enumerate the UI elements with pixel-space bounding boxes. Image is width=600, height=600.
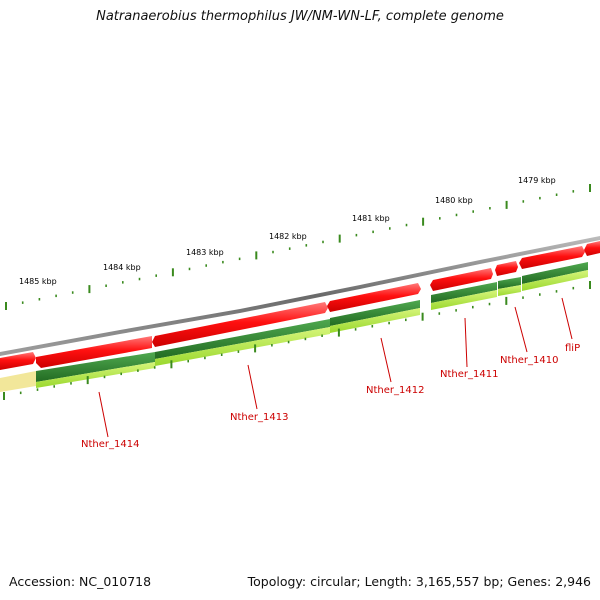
kbp-label-1484: 1484 kbp bbox=[103, 263, 141, 272]
gene-labels: fliP Nther_1410 Nther_1411 Nther_1412 Nt… bbox=[81, 343, 580, 450]
cds-track bbox=[0, 241, 600, 370]
map-title: Natranaerobius thermophilus JW/NM-WN-LF,… bbox=[96, 9, 504, 24]
cds-arrow bbox=[327, 283, 421, 312]
cds-arrow bbox=[152, 302, 328, 347]
label-leaders bbox=[98, 297, 573, 438]
cds-arrow bbox=[584, 241, 600, 256]
gene-label-nther-1414: Nther_1414 bbox=[81, 439, 139, 450]
gene-light-block bbox=[431, 290, 497, 310]
genome-summary-text: Topology: circular; Length: 3,165,557 bp… bbox=[247, 574, 591, 589]
gene-track bbox=[0, 262, 588, 392]
gene-dark-block bbox=[330, 300, 420, 326]
kbp-label-1480: 1480 kbp bbox=[435, 196, 473, 205]
cds-arrow bbox=[36, 336, 152, 368]
genome-backbone bbox=[0, 236, 600, 356]
cds-arrow bbox=[0, 352, 36, 370]
cds-arrow bbox=[430, 268, 493, 291]
leader-line-nther-1411 bbox=[464, 317, 468, 368]
leader-line-nther-1412 bbox=[380, 337, 392, 383]
gene-dark-block bbox=[155, 319, 330, 359]
leader-line-flip bbox=[561, 297, 573, 340]
leader-line-nther-1414 bbox=[98, 391, 109, 438]
gene-label-nther-1413: Nther_1413 bbox=[230, 412, 288, 423]
upper-tick-marks bbox=[5, 184, 591, 310]
leader-line-nther-1413 bbox=[247, 364, 258, 410]
accession-text: Accession: NC_010718 bbox=[9, 574, 152, 589]
leader-line-nther-1410 bbox=[514, 306, 528, 353]
gene-label-nther-1412: Nther_1412 bbox=[366, 385, 424, 396]
lower-tick-marks bbox=[3, 281, 591, 400]
gene-dark-block bbox=[431, 282, 497, 303]
gene-light-block bbox=[498, 285, 521, 296]
kbp-label-1479: 1479 kbp bbox=[518, 176, 556, 185]
cds-arrow bbox=[495, 261, 518, 276]
kbp-label-1483: 1483 kbp bbox=[186, 248, 224, 257]
kbp-label-1485: 1485 kbp bbox=[19, 277, 57, 286]
gene-light-block bbox=[330, 308, 420, 333]
kbp-label-1481: 1481 kbp bbox=[352, 214, 390, 223]
gene-label-flip: fliP bbox=[565, 343, 580, 354]
gene-light-block bbox=[36, 362, 155, 388]
gene-light-block bbox=[522, 270, 588, 291]
gene-light-block bbox=[155, 327, 330, 366]
kbp-label-1482: 1482 kbp bbox=[269, 232, 307, 241]
gene-dark-block bbox=[522, 262, 588, 284]
gene-dark-block bbox=[36, 352, 155, 382]
gene-label-nther-1410: Nther_1410 bbox=[500, 355, 558, 366]
pale-gene-block bbox=[0, 371, 36, 392]
gene-label-nther-1411: Nther_1411 bbox=[440, 369, 498, 380]
kbp-labels: 1479 kbp 1480 kbp 1481 kbp 1482 kbp 1483… bbox=[19, 176, 556, 286]
cds-arrow bbox=[519, 246, 585, 269]
